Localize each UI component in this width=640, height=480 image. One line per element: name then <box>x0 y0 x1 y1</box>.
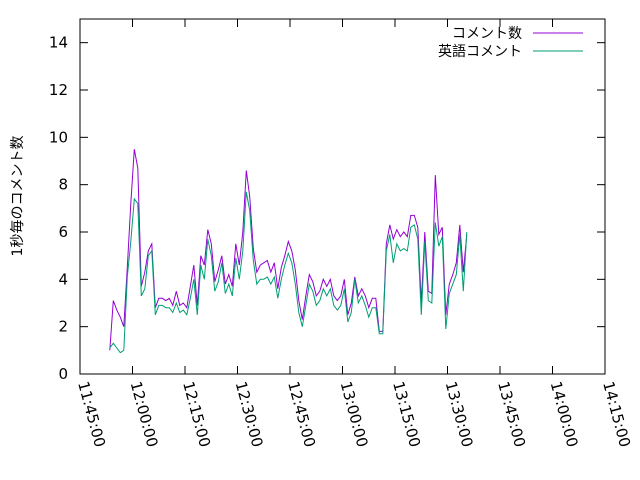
series-layer <box>109 149 468 354</box>
x-tick-label: 11:45:00 <box>74 379 109 449</box>
legend-label: 英語コメント <box>438 43 522 60</box>
y-tick-label: 2 <box>58 318 68 336</box>
y-tick-label: 0 <box>58 365 68 383</box>
y-tick-label: 6 <box>58 223 68 241</box>
y-tick-label: 10 <box>49 128 68 146</box>
y-tick-label: 14 <box>49 34 68 52</box>
plot-frame <box>79 18 606 375</box>
x-tick-label: 13:15:00 <box>389 379 424 449</box>
x-tick-label: 12:15:00 <box>179 379 214 449</box>
x-tick-label: 12:30:00 <box>232 379 267 449</box>
x-tick-label: 13:30:00 <box>442 379 477 449</box>
x-tick-label: 12:00:00 <box>127 379 162 449</box>
y-tick-label: 8 <box>58 176 68 194</box>
y-axis-label: 1秒毎のコメント数 <box>10 136 26 257</box>
y-tick-label: 12 <box>49 81 68 99</box>
x-axis: 11:45:00 12:00:00 12:15:00 12:30:00 12:45:00… <box>74 19 634 449</box>
y-axis: 0 2 4 6 8 10 12 14 <box>49 34 605 383</box>
series-line-2 <box>109 191 468 354</box>
y-tick-label: 4 <box>58 270 68 288</box>
x-tick-label: 13:00:00 <box>337 379 372 449</box>
x-tick-label: 14:15:00 <box>599 379 634 449</box>
x-tick-label: 13:45:00 <box>494 379 529 449</box>
x-tick-label: 14:00:00 <box>547 379 582 449</box>
x-tick-label: 12:45:00 <box>284 379 319 449</box>
series-line-1 <box>109 149 468 351</box>
legend-label: コメント数 <box>452 26 522 42</box>
